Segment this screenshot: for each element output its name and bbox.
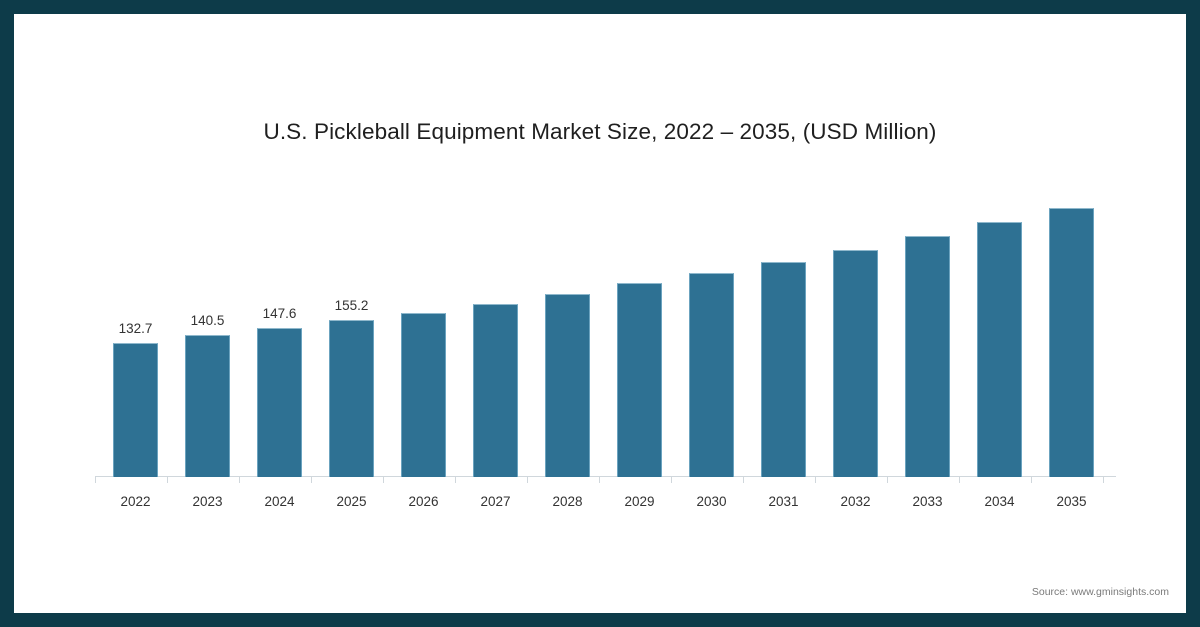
x-axis-tick [959, 477, 960, 483]
figure-border-left [0, 0, 14, 627]
x-axis-label: 2031 [768, 494, 799, 509]
bar[interactable] [1049, 208, 1094, 477]
bar-value-label: 140.5 [190, 313, 225, 329]
chart-canvas: U.S. Pickleball Equipment Market Size, 2… [14, 14, 1186, 613]
x-axis-tick [1031, 477, 1032, 483]
figure-border-bottom [0, 613, 1200, 627]
x-axis-tick [599, 477, 600, 483]
x-axis-label: 2033 [912, 494, 943, 509]
bar[interactable] [689, 272, 734, 477]
bar[interactable] [761, 261, 806, 477]
x-axis-tick [95, 477, 96, 483]
x-axis-label: 2029 [624, 494, 655, 509]
x-axis-tick [671, 477, 672, 483]
x-axis-label: 2032 [840, 494, 871, 509]
x-axis-tick [239, 477, 240, 483]
x-axis-tick [527, 477, 528, 483]
bar[interactable] [257, 327, 302, 477]
bar[interactable] [545, 294, 590, 477]
x-axis-label: 2023 [192, 494, 223, 509]
bar[interactable] [113, 342, 158, 477]
bar[interactable] [833, 249, 878, 477]
x-axis-label: 2025 [336, 494, 367, 509]
plot-area: 132.7 2022 140.5 2023 147.6 2024 155.2 2025 2026… [95, 174, 1116, 509]
bar-value-label: 147.6 [262, 305, 297, 321]
source-note: Source: www.gminsights.com [1031, 586, 1169, 598]
bar[interactable] [905, 235, 950, 477]
x-axis-tick [815, 477, 816, 483]
bar[interactable] [185, 335, 230, 477]
x-axis-tick [887, 477, 888, 483]
x-axis-label: 2027 [480, 494, 511, 509]
x-axis-label: 2034 [984, 494, 1015, 509]
bar-value-label: 132.7 [118, 320, 153, 336]
x-axis-tick [1103, 477, 1104, 483]
x-axis-label: 2022 [120, 494, 151, 509]
x-axis-label: 2028 [552, 494, 583, 509]
x-axis-label: 2035 [1056, 494, 1087, 509]
bar[interactable] [401, 312, 446, 477]
x-axis-line [95, 476, 1116, 477]
bar[interactable] [617, 283, 662, 477]
x-axis-label: 2030 [696, 494, 727, 509]
chart-title: U.S. Pickleball Equipment Market Size, 2… [263, 119, 937, 144]
figure-border-right [1186, 0, 1200, 627]
x-axis-tick [743, 477, 744, 483]
bar[interactable] [329, 320, 374, 477]
bar-value-label: 155.2 [334, 298, 369, 314]
figure-border-top [0, 0, 1200, 14]
bar[interactable] [977, 222, 1022, 477]
bar[interactable] [473, 303, 518, 477]
x-axis-label: 2026 [408, 494, 439, 509]
x-axis-tick [383, 477, 384, 483]
x-axis-tick [455, 477, 456, 483]
x-axis-label: 2024 [264, 494, 295, 509]
x-axis-tick [311, 477, 312, 483]
x-axis-tick [167, 477, 168, 483]
